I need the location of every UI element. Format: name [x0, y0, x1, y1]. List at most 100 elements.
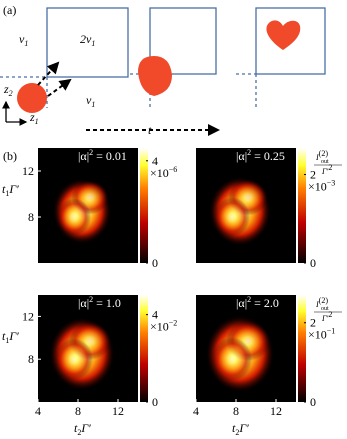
region-label: 2v1: [80, 32, 95, 48]
colorbar-tick-label: 0: [310, 256, 316, 270]
colorbar-scale: ×10−1: [308, 327, 335, 342]
colorbar-tick-label: 2: [310, 168, 316, 182]
panel-a: [0, 7, 326, 108]
alpha-label: |α|2 = 0.01: [78, 148, 127, 163]
axis-label: z2: [3, 82, 13, 98]
colorbar-scale: ×10−2: [150, 319, 177, 334]
text-part: t: [2, 329, 6, 343]
text-part: ×10: [150, 320, 169, 334]
text-part: Γ′: [321, 314, 329, 323]
colorbar-scale: ×10−6: [150, 165, 177, 180]
text-part: 2: [77, 428, 81, 437]
photon-packet: [17, 83, 47, 113]
colorbar-scale: ×10−3: [308, 179, 335, 194]
text-part: (2): [319, 149, 329, 158]
text-part: = 0.25: [251, 149, 285, 163]
photon-packet: [138, 56, 172, 96]
text-part: |α|: [236, 296, 247, 310]
text-part: ×10: [308, 328, 327, 342]
alpha-label: |α|2 = 1.0: [78, 295, 121, 310]
text-part: 2: [235, 428, 239, 437]
text-part: = 2.0: [251, 296, 279, 310]
base: v: [86, 93, 92, 107]
colorbar: [298, 148, 306, 263]
x-axis-label: t2Γ′: [74, 421, 91, 437]
colorbar-tick-label: 4: [152, 154, 158, 168]
y-tick-label: 12: [22, 164, 34, 178]
heatmap-blob: [214, 197, 250, 237]
sub: 1: [91, 100, 95, 109]
x-tick-label: 8: [233, 404, 239, 418]
colorbar-tick-label: 0: [310, 395, 316, 409]
text-part: Γ′: [8, 182, 19, 196]
text-part: −1: [327, 327, 336, 336]
text-part: ×10: [150, 166, 169, 180]
panel-label: (b): [3, 149, 17, 163]
colorbar-tick-label: 0: [152, 256, 158, 270]
text-part: t: [74, 421, 78, 435]
text-part: t: [2, 182, 6, 196]
text-part: I: [315, 153, 319, 162]
arrow: [47, 78, 72, 97]
x-tick-label: 8: [75, 404, 81, 418]
region-square: [149, 7, 217, 75]
heatmap-blob: [212, 337, 252, 382]
arrow: [37, 61, 60, 86]
colorbar-tick-label: 2: [310, 316, 316, 330]
colorbar-label-sub: out: [321, 306, 329, 312]
text-part: −2: [169, 319, 178, 328]
base: z: [29, 110, 35, 124]
sub: 1: [35, 117, 39, 126]
text-part: Γ′: [321, 167, 329, 176]
text-part: |α|: [78, 296, 89, 310]
colorbar-label-num: I(2): [315, 149, 328, 162]
region-square: [255, 7, 326, 75]
text-part: 2: [328, 163, 332, 172]
base: z: [3, 82, 9, 96]
text-part: 2: [89, 295, 93, 304]
panel-label: (a): [3, 3, 16, 17]
colorbar-tick-label: 0: [152, 395, 158, 409]
colorbar-tick-label: 4: [152, 308, 158, 322]
text-part: −3: [327, 179, 336, 188]
alpha-label: |α|2 = 2.0: [236, 295, 279, 310]
colorbar-label-den: Γ′2: [321, 163, 332, 176]
y-axis-label: t1Γ′: [2, 182, 19, 198]
region-label: v1: [86, 93, 95, 109]
x-tick-label: 12: [112, 404, 124, 418]
text-part: 1: [5, 189, 9, 198]
alpha-label: |α|2 = 0.25: [236, 148, 285, 163]
base: v: [19, 32, 25, 46]
x-axis-label: t2Γ′: [232, 421, 249, 437]
text-part: Γ′: [8, 329, 19, 343]
region-square: [46, 7, 129, 78]
sub: 1: [24, 39, 28, 48]
text-part: Γ′: [238, 421, 249, 435]
text-part: 1: [5, 336, 9, 345]
y-axis-label: t1Γ′: [2, 329, 19, 345]
text-part: = 1.0: [93, 296, 121, 310]
colorbar: [140, 148, 148, 263]
heatmap-blob: [57, 198, 91, 236]
axis-label: z1: [29, 110, 39, 126]
text-part: (2): [319, 296, 329, 305]
text-part: |α|: [78, 149, 89, 163]
heatmap-blob: [55, 338, 93, 381]
colorbar-label-sub: out: [321, 159, 329, 165]
y-tick-label: 12: [22, 309, 34, 323]
text-part: 2: [247, 295, 251, 304]
text-part: t: [232, 421, 236, 435]
x-tick-label: 4: [193, 404, 199, 418]
text-part: |α|: [236, 149, 247, 163]
sub: 2: [9, 89, 13, 98]
text-part: −6: [169, 165, 178, 174]
text-part: 2: [89, 148, 93, 157]
text-part: = 0.01: [93, 149, 127, 163]
colorbar: [140, 295, 148, 402]
colorbar-label-num: I(2): [315, 296, 328, 309]
photon-packet: [266, 20, 301, 50]
region-label: v1: [19, 32, 28, 48]
y-tick-label: 8: [28, 210, 34, 224]
text-part: 2: [247, 148, 251, 157]
